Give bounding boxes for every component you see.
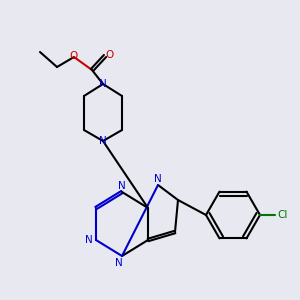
Text: Cl: Cl [278,210,288,220]
Text: N: N [99,136,107,146]
Text: N: N [99,79,107,89]
Text: O: O [106,50,114,60]
Text: N: N [154,174,162,184]
Text: N: N [115,258,123,268]
Text: N: N [118,181,126,191]
Text: N: N [85,235,93,245]
Text: O: O [70,51,78,61]
